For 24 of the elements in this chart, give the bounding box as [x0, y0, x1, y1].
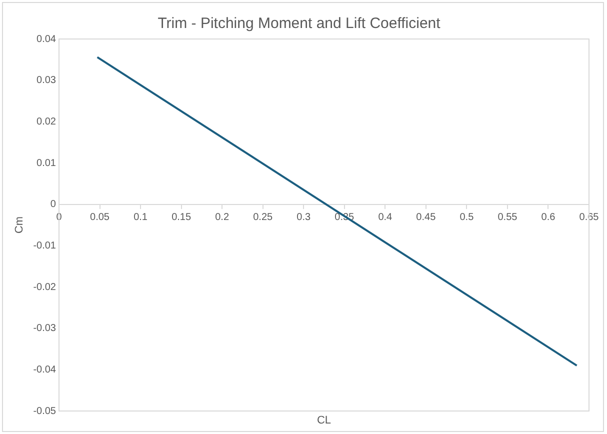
x-tick-label: 0.2	[215, 212, 230, 224]
y-tick-label: -0.01	[33, 240, 56, 252]
x-tick-label: 0.55	[498, 212, 518, 224]
x-tick-label: 0.25	[253, 212, 274, 224]
y-tick-label: -0.02	[33, 282, 56, 293]
y-tick-label: 0.04	[36, 34, 56, 45]
y-tick-label: 0.03	[36, 75, 56, 86]
x-tick-label: 0.5	[460, 212, 474, 224]
x-tick-label: 0.05	[90, 212, 110, 224]
x-tick-label: 0.3	[296, 212, 311, 224]
x-tick-label: 0.1	[134, 212, 148, 224]
chart-title: Trim - Pitching Moment and Lift Coefficient	[158, 15, 442, 32]
x-axis-title: CL	[316, 414, 332, 427]
x-tick-label: 0.45	[416, 212, 436, 224]
y-tick-label: 0.01	[36, 158, 56, 169]
y-tick-label: 0	[50, 199, 56, 210]
y-axis-title: Cm	[14, 216, 26, 234]
y-tick-label: -0.03	[33, 323, 56, 334]
x-tick-label: 0.4	[378, 212, 393, 224]
x-tick-label: 0.6	[541, 212, 556, 224]
y-tick-label: -0.04	[33, 364, 56, 376]
y-tick-label: 0.02	[36, 116, 56, 128]
y-tick-label: -0.05	[33, 406, 56, 417]
x-tick-label: 0.15	[172, 212, 192, 224]
